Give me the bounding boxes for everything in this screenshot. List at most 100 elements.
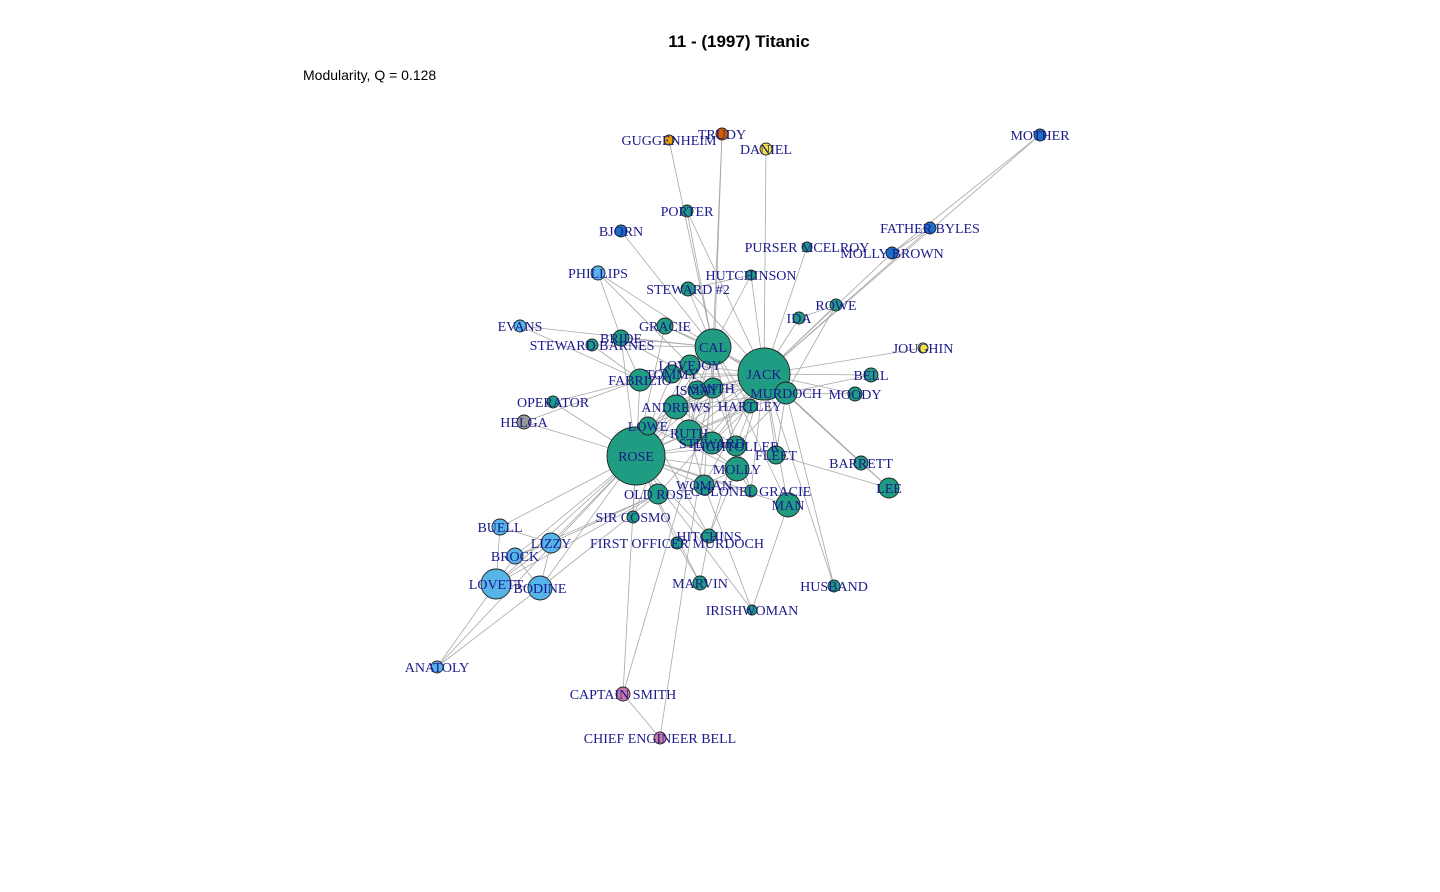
- node-label: ROWE: [815, 299, 856, 314]
- node-label: HUSBAND: [800, 580, 868, 595]
- node-label: CHIEF ENGINEER BELL: [584, 732, 736, 747]
- edge: [552, 379, 641, 403]
- edge: [668, 139, 714, 348]
- node-marvin: [692, 575, 708, 591]
- edge: [591, 344, 714, 348]
- node-lovett: [480, 568, 512, 600]
- edge: [620, 230, 714, 348]
- node-label: HITCHINS: [676, 530, 741, 545]
- edge: [676, 542, 701, 584]
- node-label: HARTLEY: [718, 400, 782, 415]
- node-label: RUTH: [670, 427, 708, 442]
- node-label: LOVEJOY: [659, 359, 722, 374]
- node-lizzy: [540, 532, 562, 554]
- node-helga: [516, 414, 532, 430]
- node-brock: [506, 547, 524, 565]
- edge: [785, 304, 837, 394]
- node-label: COLONEL GRACIE: [691, 485, 811, 500]
- edge: [699, 535, 710, 584]
- node-label: ISMAY: [675, 384, 719, 399]
- node-label: MARVIN: [672, 577, 728, 592]
- node-bodine: [527, 575, 553, 601]
- node-ismay: [687, 380, 707, 400]
- edge: [891, 134, 1041, 254]
- node-irishwoman: [746, 604, 758, 616]
- node-label: MAN: [772, 499, 805, 514]
- node-daniel: [759, 142, 773, 156]
- node-label: TRUDY: [698, 128, 746, 143]
- edge: [495, 493, 659, 585]
- node-label: PURSER MCELROY: [745, 241, 870, 256]
- edge: [891, 227, 931, 254]
- edge: [635, 455, 753, 611]
- node-lightoller: [725, 435, 747, 457]
- node-label: ROSE: [618, 450, 654, 465]
- node-old-rose: [647, 483, 669, 505]
- node-label: SIR COSMO: [595, 511, 670, 526]
- edge: [436, 587, 541, 668]
- node-label: LIZZY: [531, 537, 571, 552]
- node-label: BARRETT: [829, 457, 893, 472]
- node-gracie: [656, 317, 674, 335]
- node-hartley: [742, 398, 758, 414]
- edge: [686, 210, 714, 348]
- node-label: MOLLY: [713, 463, 761, 478]
- node-bjorn: [614, 224, 628, 238]
- edge: [550, 493, 659, 544]
- node-label: MURDOCH: [750, 387, 822, 402]
- node-guggenheim: [663, 134, 675, 146]
- plot-subtitle: Modularity, Q = 0.128: [303, 67, 436, 83]
- node-cal: [694, 328, 732, 366]
- node-steward: [700, 431, 724, 455]
- edge: [785, 374, 872, 394]
- node-label: FABRIZIO: [608, 374, 672, 389]
- node-label: SMITH: [691, 382, 735, 397]
- edge: [763, 134, 1041, 375]
- node-father-byles: [923, 221, 937, 235]
- node-joughin: [917, 342, 929, 354]
- node-bell: [863, 367, 879, 383]
- node-first-officer-murdoch: [670, 536, 684, 550]
- node-phillips: [590, 265, 606, 281]
- node-murdoch: [774, 381, 798, 405]
- node-molly-brown: [885, 246, 899, 260]
- node-steward-2: [680, 281, 696, 297]
- node-woman: [693, 474, 715, 496]
- node-label: JACK: [746, 368, 781, 383]
- edge: [703, 484, 753, 611]
- node-label: HUTCHINSON: [706, 269, 797, 284]
- node-label: BROCK: [491, 550, 539, 565]
- edge: [597, 272, 622, 339]
- node-barrett: [853, 455, 869, 471]
- node-label: STEWARD BARNES: [530, 339, 655, 354]
- edge: [523, 379, 641, 423]
- node-label: MOODY: [829, 388, 882, 403]
- node-label: JOUGHIN: [893, 342, 954, 357]
- node-colonel-gracie: [744, 484, 758, 498]
- edge: [620, 337, 714, 389]
- node-husband: [827, 579, 841, 593]
- edge: [647, 425, 738, 470]
- edge: [751, 504, 789, 611]
- node-purser-mcelroy: [801, 241, 813, 253]
- node-label: WOMAN: [676, 479, 732, 494]
- node-label: FATHER BYLES: [880, 222, 980, 237]
- node-evans: [513, 319, 527, 333]
- node-label: BODINE: [514, 582, 567, 597]
- node-label: HELGA: [500, 416, 548, 431]
- node-label: GUGGENHEIM: [622, 134, 717, 149]
- node-rowe: [829, 298, 843, 312]
- node-hitchins: [701, 528, 717, 544]
- node-label: LOVETT: [469, 578, 524, 593]
- node-label: TOMMY: [645, 368, 698, 383]
- node-mother: [1033, 128, 1047, 142]
- node-andrews: [663, 394, 689, 420]
- edge: [763, 227, 931, 375]
- node-hutchinson: [745, 269, 757, 281]
- node-label: OLD ROSE: [624, 488, 692, 503]
- edge: [763, 148, 767, 375]
- plot-title: 11 - (1997) Titanic: [668, 32, 809, 51]
- edge: [735, 392, 787, 447]
- node-steward-barnes: [585, 338, 599, 352]
- node-label: EVANS: [498, 320, 543, 335]
